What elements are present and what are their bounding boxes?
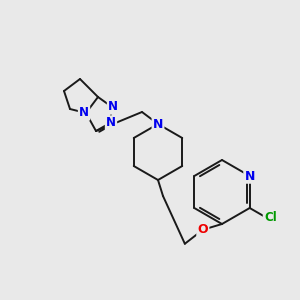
Text: N: N: [79, 106, 89, 119]
Text: N: N: [108, 100, 118, 113]
Text: O: O: [197, 223, 208, 236]
Text: Cl: Cl: [264, 211, 277, 224]
Text: N: N: [106, 116, 116, 130]
Text: N: N: [153, 118, 163, 130]
Text: N: N: [244, 169, 255, 182]
